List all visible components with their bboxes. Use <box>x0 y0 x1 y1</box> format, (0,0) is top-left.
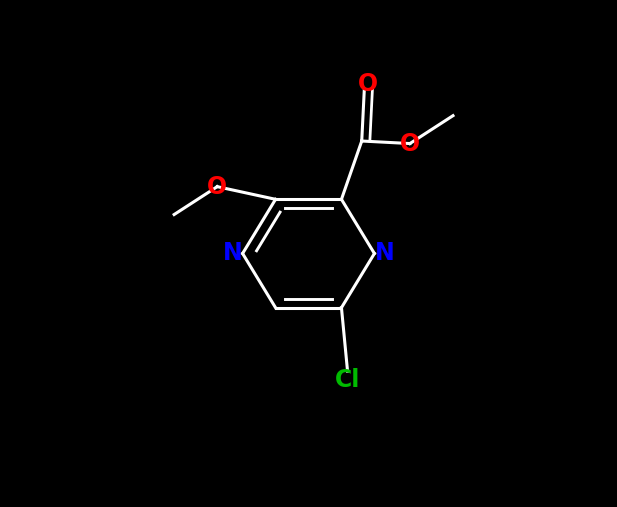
Text: Cl: Cl <box>335 368 360 392</box>
Text: O: O <box>358 72 378 96</box>
Text: N: N <box>223 241 242 266</box>
Text: O: O <box>400 131 420 156</box>
Text: O: O <box>207 174 227 199</box>
Text: N: N <box>375 241 394 266</box>
